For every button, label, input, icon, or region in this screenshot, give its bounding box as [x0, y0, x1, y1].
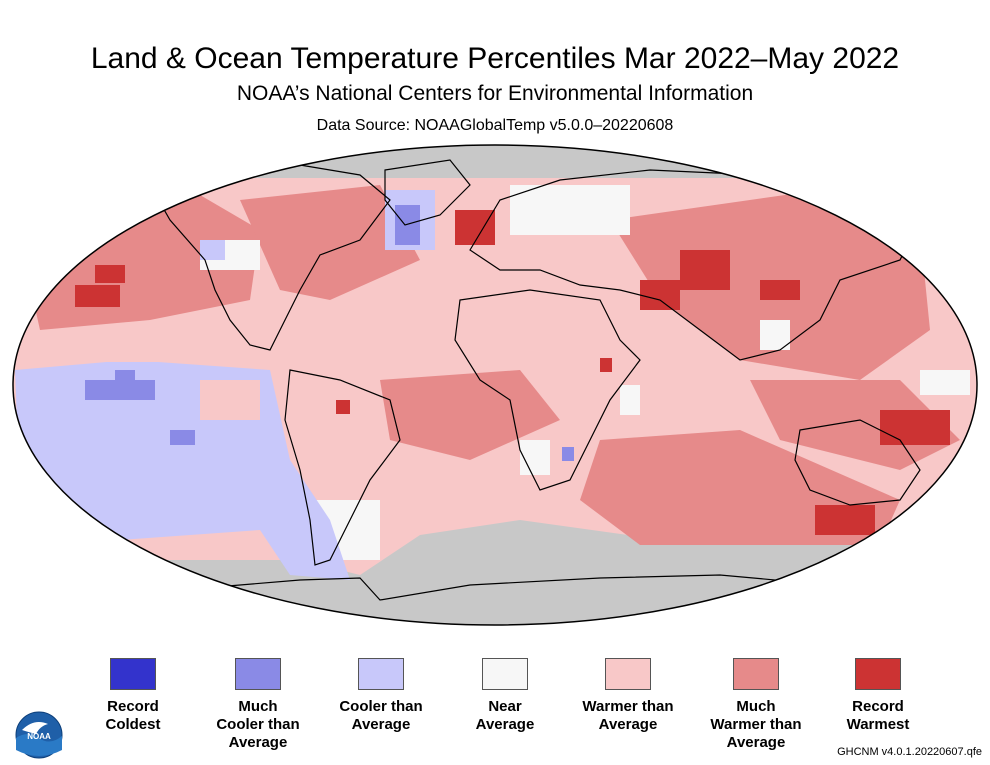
legend-swatch-much-cooler: [235, 658, 281, 690]
legend-swatch-warmer: [605, 658, 651, 690]
legend-label-line: Record: [107, 698, 159, 715]
legend-label-warmer: Warmer than Average: [568, 698, 688, 734]
legend-label-line: Much: [736, 698, 776, 715]
legend-label-line: Average: [475, 716, 535, 733]
world-map: [12, 144, 978, 626]
legend-label-line: Cooler than: [216, 716, 300, 733]
eurasia-outline: [469, 169, 921, 361]
legend-label-record-coldest: Record Coldest: [73, 698, 193, 734]
legend-label-line: Coldest: [105, 716, 161, 733]
noaa-logo: NOAA: [15, 711, 63, 759]
legend-label-much-cooler: Much Cooler than Average: [198, 698, 318, 752]
legend-label-line: Warmest: [846, 716, 910, 733]
footer-version: GHCNM v4.0.1.20220607.qfe: [837, 746, 982, 758]
legend-swatch-much-warmer: [733, 658, 779, 690]
legend-label-line: Much: [238, 698, 278, 715]
legend-label-much-warmer: Much Warmer than Average: [696, 698, 816, 752]
africa-outline: [454, 289, 641, 491]
legend-label-record-warmest: Record Warmest: [818, 698, 938, 734]
south-america-outline: [284, 369, 401, 566]
australia-outline: [794, 419, 921, 506]
legend-swatch-record-coldest: [110, 658, 156, 690]
globe-border: [12, 144, 978, 626]
legend-label-near: Near Average: [445, 698, 565, 734]
legend-swatch-record-warmest: [855, 658, 901, 690]
legend-label-line: Average: [351, 716, 411, 733]
legend-label-line: Near: [488, 698, 522, 715]
legend-label-line: Warmer than: [710, 716, 802, 733]
legend-swatch-near: [482, 658, 528, 690]
legend-label-line: Record: [852, 698, 904, 715]
data-source: Data Source: NOAAGlobalTemp v5.0.0–20220…: [316, 117, 674, 134]
much-cooler-regions: [85, 205, 574, 461]
coastlines: [149, 159, 921, 601]
legend-label-cooler: Cooler than Average: [321, 698, 441, 734]
map-title: Land & Ocean Temperature Percentiles Mar…: [90, 42, 900, 75]
logo-text: NOAA: [27, 732, 51, 741]
legend-label-line: Average: [228, 734, 288, 751]
map-body: [13, 145, 977, 625]
legend-swatch-cooler: [358, 658, 404, 690]
legend-label-line: Cooler than: [339, 698, 423, 715]
north-america-outline: [149, 164, 391, 351]
legend-label-line: Average: [598, 716, 658, 733]
legend-label-line: Warmer than: [582, 698, 674, 715]
map-subtitle: NOAA’s National Centers for Environmenta…: [236, 82, 754, 105]
greenland-outline: [384, 159, 471, 226]
warmer-regions: [60, 340, 260, 420]
legend-label-line: Average: [726, 734, 786, 751]
